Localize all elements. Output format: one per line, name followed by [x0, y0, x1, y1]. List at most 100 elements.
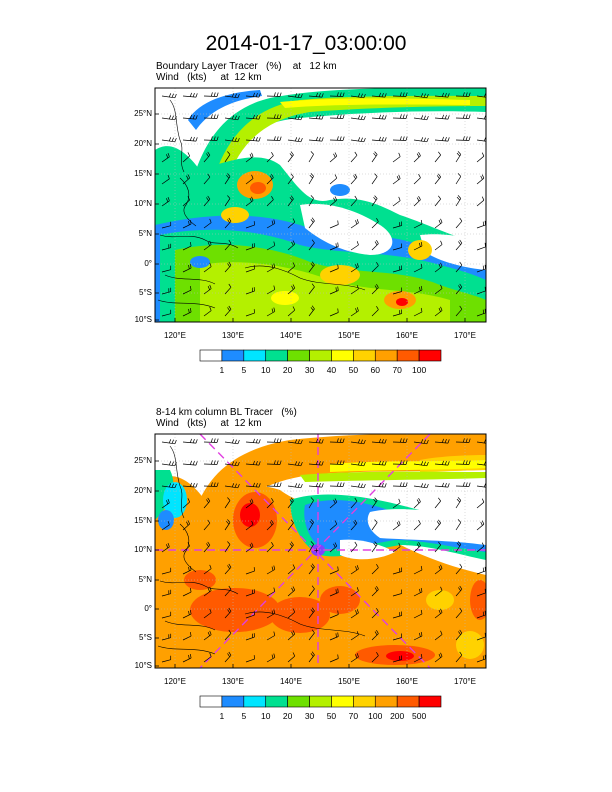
wind-barb: [413, 631, 423, 641]
panel2-colorbar-label: 70: [349, 711, 359, 721]
wind-barb: [434, 586, 443, 597]
wind-barb: [308, 607, 315, 619]
wind-barb: [329, 196, 338, 207]
wind-barb: [371, 460, 387, 466]
wind-barb: [224, 305, 232, 317]
panel1-colorbar-label: 10: [261, 365, 271, 375]
wind-barb: [203, 652, 212, 663]
wind-barb: [329, 542, 338, 553]
panel2-colorbar-swatch: [265, 695, 288, 708]
wind-barb: [182, 542, 191, 553]
wind-barb: [350, 241, 359, 251]
wind-barb: [455, 195, 462, 207]
wind-barb: [455, 460, 471, 465]
wind-barb: [413, 653, 423, 663]
wind-barb: [203, 497, 211, 509]
panel2-colorbar-swatch: [331, 695, 354, 708]
wind-barb: [266, 653, 276, 663]
wind-barb: [476, 242, 486, 251]
wind-barb: [371, 306, 379, 317]
wind-barb: [350, 173, 358, 185]
wind-barb: [455, 92, 471, 97]
wind-barb: [161, 611, 172, 619]
wind-barb: [203, 438, 219, 443]
wind-barb: [392, 633, 403, 641]
wind-barb: [392, 611, 403, 619]
wind-barb: [182, 242, 192, 251]
wind-barb: [350, 263, 359, 273]
wind-barb: [413, 609, 423, 619]
wind-barb: [350, 307, 359, 317]
wind-barb: [392, 460, 408, 465]
wind-barb: [455, 261, 463, 273]
panel1-lat-label: 10°S: [134, 315, 152, 324]
wind-barb: [224, 93, 240, 99]
panel2-colorbar-swatch: [287, 695, 310, 708]
wind-barb: [392, 287, 403, 295]
wind-barb: [266, 136, 282, 141]
wind-barb: [329, 220, 339, 229]
wind-barb: [455, 651, 463, 663]
wind-barb: [245, 265, 255, 273]
wind-barb: [413, 196, 421, 207]
panel2-title-line2: Wind (kts) at 12 km: [156, 418, 262, 429]
wind-barb: [182, 438, 198, 444]
wind-barb: [203, 240, 212, 251]
wind-barb: [161, 542, 170, 553]
wind-barb: [350, 519, 358, 531]
wind-barb: [392, 542, 401, 553]
wind-barb: [413, 263, 423, 273]
wind-barb: [203, 564, 212, 575]
wind-barb: [182, 264, 192, 273]
wind-barb: [392, 174, 401, 185]
panel1-colorbar-label: 60: [371, 365, 381, 375]
wind-barb: [371, 497, 378, 509]
wind-barb: [371, 218, 379, 229]
wind-barb: [224, 217, 232, 229]
panel2-frame: [154, 433, 487, 669]
wind-barb: [266, 307, 276, 317]
wind-barb: [371, 541, 378, 553]
panel2-lon-label: 150°E: [338, 677, 360, 686]
wind-barb: [455, 519, 462, 531]
wind-barb: [434, 541, 441, 553]
panel1-coastlines: [157, 99, 366, 309]
wind-barb: [455, 217, 463, 229]
wind-barb: [245, 542, 254, 553]
wind-barb: [434, 284, 443, 295]
wind-barb: [287, 262, 296, 273]
wind-barb: [224, 629, 232, 641]
wind-barb: [287, 195, 294, 207]
wind-barb: [287, 608, 296, 619]
wind-barb: [329, 152, 338, 163]
wind-barb: [224, 195, 231, 207]
wind-barb: [350, 497, 358, 509]
wind-barb: [476, 461, 486, 466]
wind-barb: [392, 567, 403, 575]
wind-barb: [224, 439, 240, 445]
wind-barb: [161, 520, 170, 531]
wind-barb: [392, 498, 401, 509]
wind-barb: [455, 136, 471, 141]
wind-barb: [350, 461, 366, 467]
wind-barb: [161, 633, 172, 641]
wind-barb: [371, 240, 379, 251]
wind-barb: [371, 586, 379, 597]
wind-barb: [329, 498, 338, 509]
wind-barb: [476, 588, 486, 597]
wind-barb: [266, 241, 276, 251]
panel1-lat-label: 25°N: [134, 109, 152, 118]
wind-barb: [413, 174, 421, 185]
wind-barb: [245, 114, 261, 120]
wind-barb: [224, 563, 232, 575]
wind-barb: [182, 520, 191, 531]
panel2-title-line1: 8-14 km column BL Tracer (%): [156, 407, 297, 418]
wind-barb: [308, 151, 314, 163]
wind-barb: [350, 565, 359, 575]
panel2-lat-label: 5°S: [139, 633, 152, 642]
wind-barb: [455, 283, 463, 295]
wind-barb: [182, 654, 192, 663]
wind-barb: [287, 541, 294, 553]
